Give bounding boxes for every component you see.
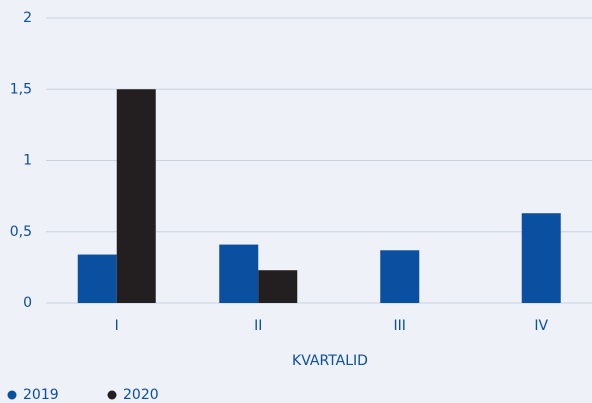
y-tick-label: 1,5 bbox=[10, 81, 32, 97]
y-tick-label: 0,5 bbox=[10, 224, 32, 240]
bar bbox=[521, 213, 561, 303]
y-tick-label: 1 bbox=[23, 153, 32, 169]
x-tick-label: III bbox=[394, 318, 406, 334]
x-tick-label: II bbox=[254, 318, 262, 334]
bar bbox=[77, 254, 117, 303]
bar bbox=[380, 250, 420, 303]
bar bbox=[116, 89, 156, 303]
x-axis-label: KVARTALID bbox=[292, 353, 368, 369]
legend-label: 2019 bbox=[23, 387, 59, 403]
legend-label: 2020 bbox=[123, 387, 159, 403]
bar bbox=[258, 270, 298, 303]
legend-marker bbox=[107, 390, 117, 400]
y-tick-label: 0 bbox=[23, 295, 32, 311]
x-tick-label: I bbox=[115, 318, 119, 334]
legend-marker bbox=[7, 390, 17, 400]
x-tick-label: IV bbox=[534, 318, 548, 334]
bar bbox=[219, 244, 259, 303]
y-tick-label: 2 bbox=[23, 10, 32, 26]
